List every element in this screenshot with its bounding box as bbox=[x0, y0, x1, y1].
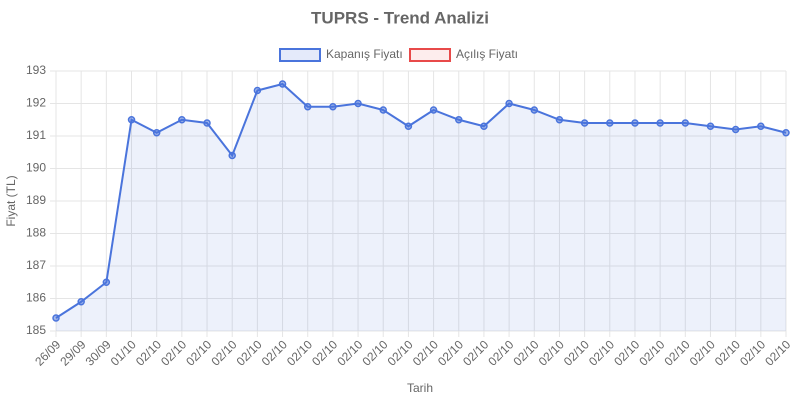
x-tick-label: 02/10 bbox=[259, 337, 290, 368]
x-tick-label: 02/10 bbox=[309, 337, 340, 368]
legend-swatch bbox=[279, 48, 321, 62]
x-tick-label: 29/09 bbox=[57, 337, 88, 368]
y-tick-label: 187 bbox=[26, 258, 46, 272]
point bbox=[228, 151, 236, 160]
point bbox=[178, 116, 186, 124]
line bbox=[55, 82, 787, 319]
point bbox=[253, 86, 262, 95]
point bbox=[656, 119, 664, 127]
y-tick-label: 188 bbox=[26, 226, 46, 240]
y-tick-label: 189 bbox=[26, 193, 46, 207]
point bbox=[127, 116, 136, 124]
x-tick-label: 01/10 bbox=[108, 337, 139, 368]
x-tick-label: 02/10 bbox=[586, 337, 617, 368]
x-axis-label: Tarih bbox=[407, 381, 433, 395]
x-tick-label: 02/10 bbox=[158, 337, 189, 368]
x-tick-label: 02/10 bbox=[385, 337, 416, 368]
point bbox=[555, 116, 564, 124]
area bbox=[56, 84, 786, 331]
legend-label: Kapanış Fiyatı bbox=[326, 47, 403, 61]
x-tick-label: 02/10 bbox=[737, 337, 768, 368]
point bbox=[530, 106, 539, 114]
x-tick-label: 02/10 bbox=[485, 337, 516, 368]
point bbox=[303, 103, 312, 111]
x-tick-label: 02/10 bbox=[410, 337, 441, 368]
x-tick-label: 02/10 bbox=[611, 337, 642, 368]
x-tick-label: 02/10 bbox=[687, 337, 718, 368]
point bbox=[102, 278, 111, 286]
point bbox=[278, 80, 287, 88]
x-tick-label: 02/10 bbox=[712, 337, 743, 368]
point bbox=[379, 106, 387, 114]
legend-label: Açılış Fiyatı bbox=[456, 47, 518, 61]
x-tick-label: 02/10 bbox=[636, 337, 667, 368]
x-tick-label: 02/10 bbox=[536, 337, 567, 368]
x-tick-label: 26/09 bbox=[32, 337, 63, 368]
point bbox=[731, 125, 740, 134]
point bbox=[152, 129, 161, 137]
x-tick-label: 02/10 bbox=[762, 337, 793, 368]
point bbox=[706, 122, 715, 130]
y-tick-label: 190 bbox=[26, 161, 46, 175]
x-tick-label: 02/10 bbox=[511, 337, 542, 368]
point bbox=[681, 119, 690, 127]
x-tick-label: 02/10 bbox=[334, 337, 365, 368]
y-tick-label: 193 bbox=[26, 63, 46, 77]
x-tick-label: 02/10 bbox=[284, 337, 315, 368]
x-tick-label: 02/10 bbox=[435, 337, 466, 368]
legend-swatch bbox=[409, 48, 451, 62]
point bbox=[782, 129, 790, 137]
point bbox=[329, 103, 337, 111]
point bbox=[77, 298, 85, 306]
chart-title: TUPRS - Trend Analizi bbox=[311, 8, 489, 27]
point bbox=[606, 119, 614, 127]
point bbox=[505, 99, 513, 108]
x-tick-label: 02/10 bbox=[208, 337, 239, 368]
y-tick-label: 186 bbox=[26, 291, 46, 305]
point bbox=[480, 122, 488, 130]
x-tick-label: 02/10 bbox=[183, 337, 214, 368]
x-tick-label: 02/10 bbox=[133, 337, 164, 368]
x-tick-label: 02/10 bbox=[234, 337, 265, 368]
point bbox=[404, 122, 413, 130]
point bbox=[52, 314, 60, 322]
x-tick-label: 02/10 bbox=[460, 337, 491, 368]
x-tick-label: 02/10 bbox=[561, 337, 592, 368]
point bbox=[631, 119, 639, 127]
x-tick-label: 02/10 bbox=[662, 337, 693, 368]
y-axis-label: Fiyat (TL) bbox=[4, 175, 18, 226]
point bbox=[429, 106, 438, 114]
y-tick-label: 191 bbox=[26, 128, 46, 142]
point bbox=[455, 116, 463, 124]
x-tick-label: 30/09 bbox=[83, 337, 114, 368]
point bbox=[203, 119, 211, 127]
point bbox=[354, 99, 362, 108]
x-tick-label: 02/10 bbox=[359, 337, 390, 368]
point bbox=[757, 122, 765, 130]
y-tick-label: 192 bbox=[26, 96, 46, 110]
point bbox=[580, 119, 589, 127]
y-tick-label: 185 bbox=[26, 323, 46, 337]
